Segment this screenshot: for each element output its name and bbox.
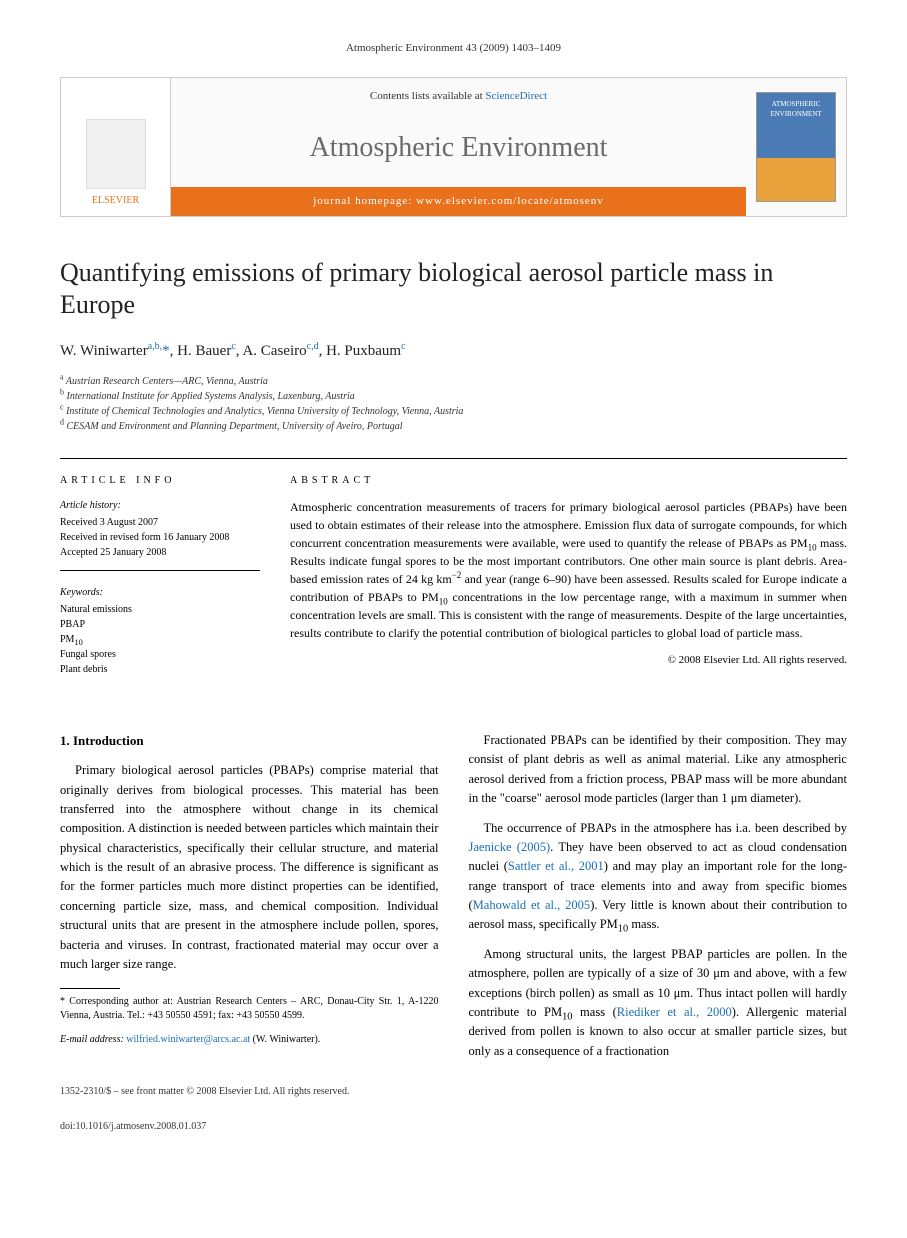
homepage-url[interactable]: www.elsevier.com/locate/atmosenv [416, 195, 604, 207]
accepted-date: Accepted 25 January 2008 [60, 545, 260, 560]
aff-text-c: Institute of Chemical Technologies and A… [66, 406, 463, 417]
ref-jaenicke-2005[interactable]: Jaenicke (2005) [469, 840, 551, 854]
sciencedirect-link[interactable]: ScienceDirect [485, 90, 547, 102]
aff-link-c3[interactable]: c [401, 341, 405, 352]
journal-name: Atmospheric Environment [171, 119, 746, 177]
aff-link-c[interactable]: c [231, 341, 235, 352]
history-block: Article history: Received 3 August 2007 … [60, 498, 260, 571]
affiliation-c: c Institute of Chemical Technologies and… [60, 404, 847, 419]
corresponding-footnote: * Corresponding author at: Austrian Rese… [60, 995, 439, 1023]
body-two-column: 1. Introduction Primary biological aeros… [60, 731, 847, 1064]
masthead-center: Contents lists available at ScienceDirec… [171, 78, 746, 216]
contents-prefix: Contents lists available at [370, 90, 485, 102]
abstract-text: Atmospheric concentration measurements o… [290, 498, 847, 642]
footer-doi: doi:10.1016/j.atmosenv.2008.01.037 [60, 1119, 847, 1134]
paragraph-4: Among structural units, the largest PBAP… [469, 945, 848, 1061]
aff-text-b: International Institute for Applied Syst… [67, 391, 355, 402]
publisher-block: ELSEVIER [61, 78, 171, 216]
keywords-block: Keywords: Natural emissions PBAP PM10 Fu… [60, 585, 260, 687]
received-date: Received 3 August 2007 [60, 515, 260, 530]
journal-masthead: ELSEVIER Contents lists available at Sci… [60, 77, 847, 217]
running-header: Atmospheric Environment 43 (2009) 1403–1… [60, 40, 847, 57]
journal-cover-thumb: ATMOSPHERIC ENVIRONMENT [756, 92, 836, 202]
corr-author-link[interactable]: * [162, 343, 170, 359]
section-1-heading: 1. Introduction [60, 731, 439, 751]
elsevier-logo: ELSEVIER [86, 119, 146, 208]
keyword-1: PBAP [60, 617, 260, 632]
masthead-right: ATMOSPHERIC ENVIRONMENT [746, 78, 846, 216]
affiliations: a Austrian Research Centers—ARC, Vienna,… [60, 374, 847, 434]
footer-copyright: 1352-2310/$ – see front matter © 2008 El… [60, 1084, 847, 1099]
elsevier-tree-icon [86, 119, 146, 189]
affiliation-b: b International Institute for Applied Sy… [60, 389, 847, 404]
email-label: E-mail address: [60, 1034, 126, 1045]
article-info-heading: ARTICLE INFO [60, 473, 260, 488]
article-info-left: ARTICLE INFO Article history: Received 3… [60, 473, 260, 701]
aff-link-a[interactable]: a [148, 341, 152, 352]
ref-sattler-2001[interactable]: Sattler et al., 2001 [508, 859, 604, 873]
keyword-4: Plant debris [60, 662, 260, 677]
keyword-3: Fungal spores [60, 647, 260, 662]
aff-text-a: Austrian Research Centers—ARC, Vienna, A… [66, 376, 268, 387]
history-label: Article history: [60, 498, 260, 513]
email-footnote: E-mail address: wilfried.winiwarter@arcs… [60, 1033, 439, 1047]
homepage-bar: journal homepage: www.elsevier.com/locat… [171, 187, 746, 216]
ref-mahowald-2005[interactable]: Mahowald et al., 2005 [473, 898, 591, 912]
revised-date: Received in revised form 16 January 2008 [60, 530, 260, 545]
homepage-label: journal homepage: [313, 195, 416, 207]
footnote-rule [60, 988, 120, 989]
paragraph-2: Fractionated PBAPs can be identified by … [469, 731, 848, 809]
affiliation-a: a Austrian Research Centers—ARC, Vienna,… [60, 374, 847, 389]
abstract-heading: ABSTRACT [290, 473, 847, 488]
ref-riediker-2000[interactable]: Riediker et al., 2000 [617, 1005, 732, 1019]
aff-text-d: CESAM and Environment and Planning Depar… [67, 421, 403, 432]
corr-email-link[interactable]: wilfried.winiwarter@arcs.ac.at [126, 1034, 250, 1045]
authors-line: W. Winiwartera,b,*, H. Bauerc, A. Caseir… [60, 340, 847, 363]
email-who: (W. Winiwarter). [250, 1034, 320, 1045]
aff-link-c2[interactable]: c [307, 341, 311, 352]
affiliation-d: d CESAM and Environment and Planning Dep… [60, 419, 847, 434]
article-info-row: ARTICLE INFO Article history: Received 3… [60, 458, 847, 701]
keyword-0: Natural emissions [60, 602, 260, 617]
paragraph-3: The occurrence of PBAPs in the atmospher… [469, 819, 848, 935]
article-title: Quantifying emissions of primary biologi… [60, 257, 847, 322]
abstract-copyright: © 2008 Elsevier Ltd. All rights reserved… [290, 652, 847, 669]
aff-link-b[interactable]: b [155, 341, 160, 352]
aff-link-d[interactable]: d [314, 341, 319, 352]
keyword-2: PM10 [60, 632, 260, 647]
paragraph-1: Primary biological aerosol particles (PB… [60, 761, 439, 974]
publisher-name: ELSEVIER [86, 193, 146, 208]
contents-available-line: Contents lists available at ScienceDirec… [171, 78, 746, 109]
keywords-label: Keywords: [60, 585, 260, 600]
p3-a: The occurrence of PBAPs in the atmospher… [484, 821, 848, 835]
abstract-column: ABSTRACT Atmospheric concentration measu… [290, 473, 847, 701]
